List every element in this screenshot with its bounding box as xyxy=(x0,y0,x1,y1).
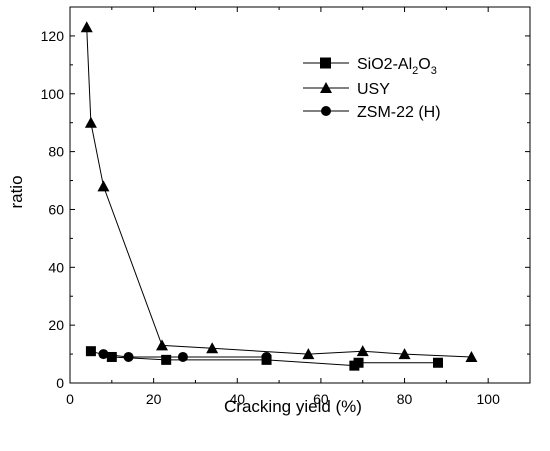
data-point-usy xyxy=(206,342,219,354)
x-tick-label: 80 xyxy=(397,391,413,407)
data-point-usy xyxy=(84,116,97,128)
legend-marker-sio2 xyxy=(320,57,331,69)
legend-label-usy: USY xyxy=(357,81,390,98)
data-point-zsm22 xyxy=(261,351,272,362)
data-point-zsm22 xyxy=(177,351,188,362)
series-line-zsm22 xyxy=(103,353,267,358)
data-point-sio2-al2o3 xyxy=(433,357,443,368)
data-point-sio2-al2o3 xyxy=(353,357,364,368)
x-tick-label: 40 xyxy=(229,391,245,407)
data-point-usy xyxy=(302,348,315,360)
data-point-usy xyxy=(465,350,478,362)
data-point-usy xyxy=(156,339,168,351)
y-axis-title: ratio xyxy=(7,175,26,208)
x-tick-label: 0 xyxy=(66,391,74,407)
y-tick-label: 60 xyxy=(48,201,64,217)
data-point-sio2-al2o3 xyxy=(161,354,172,365)
data-point-usy xyxy=(97,180,110,192)
data-point-usy xyxy=(398,348,411,360)
legend-label-sio2: SiO2-Al2O3 xyxy=(357,56,437,77)
y-tick-label: 80 xyxy=(48,144,64,160)
y-tick-label: 40 xyxy=(48,259,64,275)
y-tick-label: 100 xyxy=(41,86,65,102)
data-point-usy xyxy=(80,21,93,33)
y-tick-label: 20 xyxy=(48,317,64,333)
series-layer xyxy=(80,21,478,371)
x-tick-label: 20 xyxy=(146,391,162,407)
y-tick-label: 120 xyxy=(41,28,65,44)
legend: SiO2-Al2O3 USY ZSM-22 (H) xyxy=(303,56,441,121)
ticks: 0 20 40 60 80 100 0 20 40 60 80 100 120 xyxy=(41,7,530,407)
data-point-sio2-al2o3 xyxy=(106,351,117,362)
y-tick-label: 0 xyxy=(56,375,64,391)
plot-frame xyxy=(69,6,531,384)
data-point-sio2-al2o3 xyxy=(85,346,96,357)
data-point-zsm22 xyxy=(123,351,134,362)
x-axis-title: Cracking yield (%) xyxy=(224,397,362,416)
data-point-zsm22 xyxy=(98,349,109,360)
x-tick-label: 100 xyxy=(477,391,501,407)
x-tick-label: 60 xyxy=(313,391,329,407)
data-point-usy xyxy=(356,345,369,357)
legend-marker-usy xyxy=(320,82,332,93)
axes xyxy=(69,6,531,384)
legend-marker-zsm22 xyxy=(321,106,331,116)
legend-label-zsm22: ZSM-22 (H) xyxy=(357,104,441,121)
